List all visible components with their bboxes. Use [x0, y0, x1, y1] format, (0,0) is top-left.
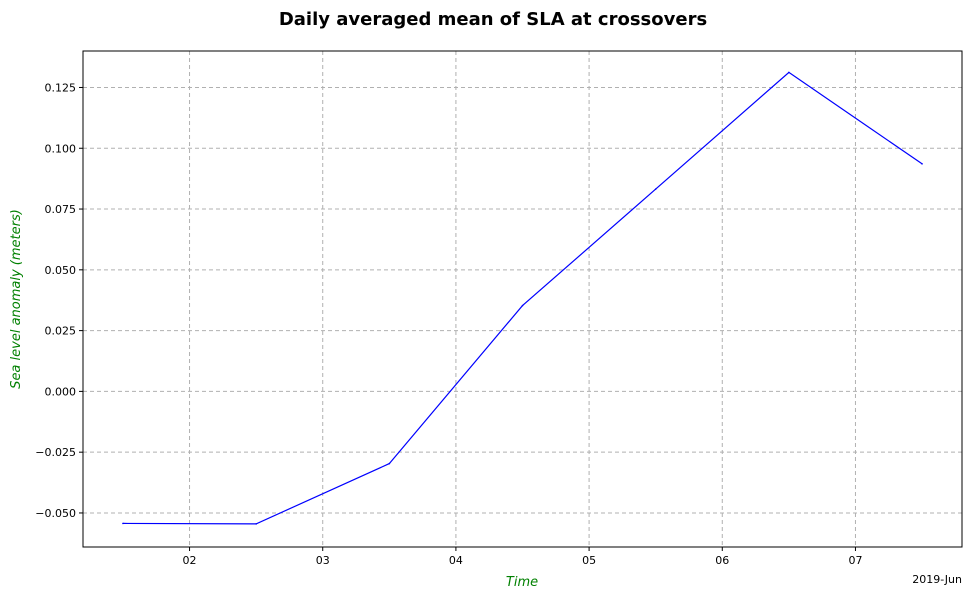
x-tick-label: 02 — [183, 554, 197, 567]
chart-title: Daily averaged mean of SLA at crossovers — [279, 9, 707, 30]
plot-frame — [82, 50, 963, 548]
y-tick-label: 0.050 — [45, 264, 77, 277]
x-tick-label: 04 — [449, 554, 463, 567]
y-tick-label: 0.000 — [45, 385, 77, 398]
y-tick-label: −0.050 — [35, 507, 76, 520]
y-tick-label: 0.125 — [45, 81, 77, 94]
y-tick-label: −0.025 — [35, 446, 76, 459]
x-tick-label: 03 — [316, 554, 330, 567]
series-line-sla — [122, 71, 923, 525]
grid — [83, 51, 962, 547]
y-axis-label: Sea level anomaly (meters) — [9, 209, 24, 389]
y-tick-label: 0.025 — [45, 325, 77, 338]
axis-ticks: 02 03 04 05 06 07 −0.050 −0.025 0.000 0.025 0.050 0… — [35, 71, 923, 567]
x-tick-label: 07 — [848, 554, 862, 567]
x-tick-label: 05 — [582, 554, 596, 567]
x-offset-label: 2019-Jun — [912, 573, 962, 586]
x-axis-label: Time — [506, 575, 538, 590]
x-tick-label: 06 — [715, 554, 729, 567]
y-tick-label: 0.100 — [45, 142, 77, 155]
y-tick-label: 0.075 — [45, 203, 77, 216]
